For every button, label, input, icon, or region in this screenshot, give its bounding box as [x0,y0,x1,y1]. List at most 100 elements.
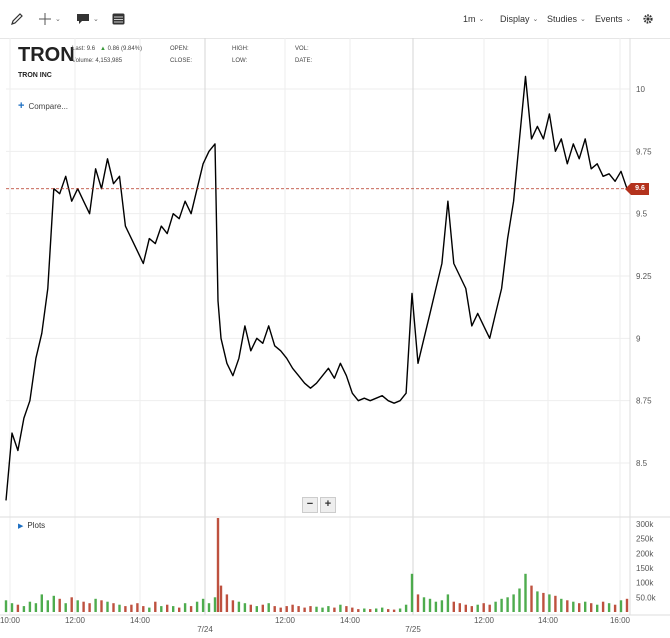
volume-bar [339,604,342,612]
volume-bar [404,604,408,612]
price-marker-arrow [625,183,631,195]
chevron-down-icon: ⌄ [625,16,632,23]
volume-bar [524,573,527,612]
volume-bar [512,594,515,612]
volume-bar [237,601,241,612]
volume-bar [434,601,438,612]
table-view-button[interactable] [112,8,125,30]
volume-bar [619,600,623,613]
volume-bar [64,603,67,612]
volume-tick-label: 50.0k [636,593,657,602]
volume-bar [381,607,384,612]
y-tick-label: 9.75 [636,147,652,156]
volume-bar [596,604,599,612]
volume-bar [201,598,205,612]
date-label: DATE: [295,58,313,64]
volume-bar [303,607,306,612]
display-dropdown[interactable]: Display ⌄ [500,8,538,30]
y-tick-label: 8.75 [636,397,652,406]
volume-bar [183,603,187,612]
pencil-icon[interactable] [10,8,24,30]
volume-bar [106,601,109,612]
volume-bar [255,606,258,612]
display-label: Display [500,14,530,24]
volume-bar [518,588,521,612]
plots-label: Plots [27,521,46,530]
volume-bar [249,604,252,612]
settings-button[interactable] [642,8,654,30]
comment-icon [77,14,89,24]
high-low-block: HIGH: LOW: [232,43,249,67]
y-tick-label: 9 [636,334,641,343]
x-tick-label: 12:00 [275,616,296,625]
x-tick-label: 12:00 [65,616,86,625]
x-tick-label: 7/25 [405,625,421,634]
vol-date-block: VOL: DATE: [295,43,312,67]
volume-bar [542,592,545,612]
last-value: 9.6 [86,46,96,52]
zoom-out-button[interactable]: − [302,497,318,513]
volume-bar [100,600,103,613]
volume-bar [148,607,151,612]
volume-bar [58,598,61,612]
volume-bar [572,601,575,612]
volume-bar [231,600,235,613]
volume-bar [470,606,473,612]
compare-label: Compare... [28,102,69,111]
volume-bar [446,594,450,612]
events-dropdown[interactable]: Events ⌄ [595,8,631,30]
vol-label: VOL: [295,46,309,52]
y-tick-label: 8.5 [636,459,648,468]
y-tick-label: 10 [636,85,645,94]
volume-bar [195,601,199,612]
volume-bar [207,603,211,612]
volume-bar [34,603,38,612]
crosshair-tool-button[interactable]: ⌄ [38,8,61,30]
volume-label: Volume: [72,58,94,64]
volume-bar [46,600,49,613]
triangle-right-icon: ▶ [18,523,24,530]
compare-button[interactable]: + Compare... [18,100,68,112]
events-label: Events [595,14,623,24]
studies-dropdown[interactable]: Studies ⌄ [547,8,586,30]
volume-bar [452,601,455,612]
volume-bar [76,600,79,613]
chevron-down-icon: ⌄ [580,16,586,23]
volume-bar [52,595,55,612]
up-arrow-icon: ▲ [100,46,106,52]
volume-bar [225,594,229,612]
interval-label: 1m [463,14,476,24]
open-label: OPEN: [170,46,189,52]
comment-tool-button[interactable]: ⌄ [76,8,99,30]
volume-bar [309,606,312,612]
volume-bar [130,604,133,612]
volume-bar [4,600,8,613]
close-label: CLOSE: [170,58,193,64]
y-tick-label: 9.5 [636,210,648,219]
volume-bar [607,603,611,612]
volume-bar [554,595,557,612]
low-label: LOW: [232,58,248,64]
volume-bar [536,591,539,612]
zoom-in-button[interactable]: + [320,497,336,513]
volume-bar [10,603,14,612]
current-price-label: 9.6 [631,183,649,195]
volume-bar [273,606,276,612]
volume-bar [560,598,563,612]
volume-bar [398,608,402,612]
x-tick-label: 14:00 [130,616,151,625]
studies-label: Studies [547,14,578,24]
volume-bar [189,606,193,612]
volume-bar [387,609,390,612]
interval-dropdown[interactable]: 1m ⌄ [463,8,484,30]
volume-bar [261,604,264,612]
crosshair-icon [39,13,51,25]
volume-bar [172,606,175,612]
volume-bar [219,585,223,612]
plots-toggle[interactable]: ▶ Plots [18,521,45,530]
x-tick-label: 16:00 [610,616,631,625]
volume-bar [321,607,324,612]
volume-bar [392,609,396,612]
volume-bar [416,594,420,612]
